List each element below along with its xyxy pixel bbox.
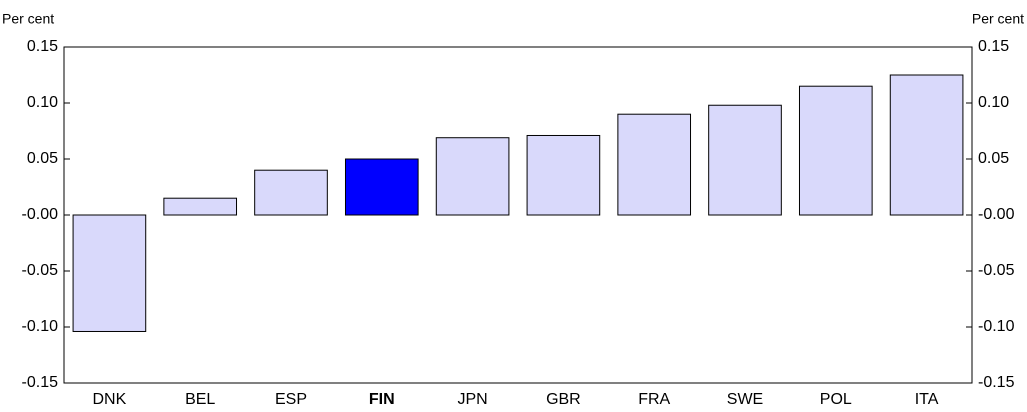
bar: [254, 169, 328, 216]
y-tick-label: 0.15: [27, 38, 58, 55]
y2-tick-label: -0.05: [978, 262, 1015, 279]
bar: [435, 137, 510, 216]
x-tick-label: ESP: [275, 391, 307, 408]
bar: [344, 158, 419, 216]
y-tick-label: 0.10: [27, 94, 58, 111]
y-tick-label: -0.10: [22, 318, 59, 335]
y-tick-label: -0.00: [22, 206, 59, 223]
bar: [72, 214, 147, 332]
x-tick-label: SWE: [727, 391, 763, 408]
x-tick-label: GBR: [546, 391, 581, 408]
bar: [526, 134, 601, 216]
x-tick-label: BEL: [185, 391, 215, 408]
bar: [163, 197, 238, 216]
x-tick-label: POL: [820, 391, 852, 408]
y2-tick-label: -0.15: [978, 374, 1015, 391]
y-tick-label: -0.15: [22, 374, 59, 391]
y2-tick-label: 0.05: [978, 150, 1009, 167]
y2-tick-label: -0.00: [978, 206, 1015, 223]
y-tick-label: -0.05: [22, 262, 59, 279]
x-tick-label: FIN: [369, 391, 395, 408]
bar: [889, 74, 964, 216]
bar: [798, 85, 873, 216]
bar: [708, 104, 782, 216]
x-tick-label: JPN: [457, 391, 487, 408]
y-axis-label: Per cent: [2, 11, 54, 27]
y-tick-label: 0.05: [27, 150, 58, 167]
y2-tick-label: 0.15: [978, 38, 1009, 55]
y2-tick-label: 0.10: [978, 94, 1009, 111]
x-tick-label: FRA: [638, 391, 670, 408]
bar: [617, 113, 692, 216]
x-tick-label: DNK: [93, 391, 127, 408]
x-tick-label: ITA: [915, 391, 939, 408]
y2-axis-label: Per cent: [972, 11, 1024, 27]
y2-tick-label: -0.10: [978, 318, 1015, 335]
